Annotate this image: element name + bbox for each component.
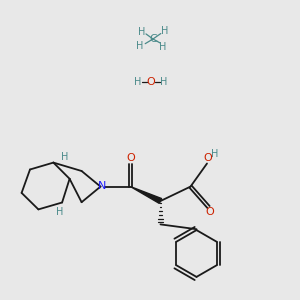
Text: H: H [61, 152, 68, 162]
Text: H: H [56, 207, 64, 217]
Text: O: O [146, 76, 155, 87]
Text: H: H [134, 76, 142, 87]
Text: H: H [138, 27, 145, 37]
Polygon shape [130, 187, 162, 203]
Text: O: O [204, 153, 213, 163]
Text: H: H [136, 40, 143, 51]
Text: C: C [149, 34, 157, 44]
Text: N: N [98, 181, 106, 191]
Text: O: O [206, 207, 214, 218]
Text: H: H [159, 41, 166, 52]
Text: H: H [211, 149, 218, 159]
Text: O: O [126, 153, 135, 163]
Text: H: H [160, 76, 167, 87]
Text: H: H [161, 26, 168, 36]
